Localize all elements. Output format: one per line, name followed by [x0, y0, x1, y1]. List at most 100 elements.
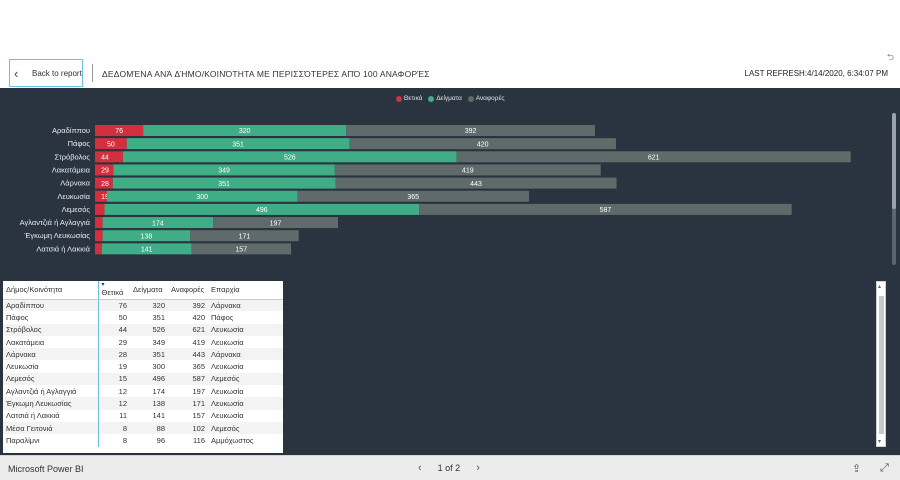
bar-segment[interactable] [95, 125, 144, 136]
scroll-down-icon[interactable]: ▾ [878, 439, 882, 445]
bar-segment[interactable] [95, 203, 105, 215]
data-label: 349 [218, 168, 230, 175]
bar-segment[interactable] [349, 138, 616, 150]
header-divider [92, 64, 93, 82]
bar-segment[interactable] [101, 243, 192, 255]
last-refresh: LAST REFRESH:4/14/2020, 6:34:07 PM [744, 69, 888, 78]
bar-segment[interactable] [143, 125, 347, 136]
page-navigator: ‹ 1 of 2 › [412, 462, 486, 474]
cell-district: Λάρνακα [208, 299, 283, 312]
cell-samples: 300 [152, 362, 165, 372]
cell-samples: 96 [156, 435, 165, 445]
table-scrollbar-thumb[interactable] [879, 296, 884, 434]
data-label: 621 [648, 155, 660, 162]
table-row[interactable]: Αραδίππου 76 320 392 Λάρνακα [3, 299, 283, 312]
bar-segment[interactable] [335, 177, 617, 189]
focus-mode-icon[interactable]: ⮌ [886, 52, 894, 62]
table-row[interactable]: Στρόβολος 44 526 621 Λευκωσία [3, 323, 283, 336]
share-icon[interactable]: ⇪ [852, 463, 862, 475]
bar-segment[interactable] [95, 217, 103, 229]
chart-scrollbar-thumb[interactable] [892, 113, 896, 209]
bar-segment[interactable] [102, 217, 214, 229]
bar-segment[interactable] [113, 164, 335, 176]
legend-dot [467, 95, 474, 102]
column-header-district[interactable]: Επαρχία [208, 281, 283, 300]
cell-positive: 12 [118, 386, 127, 396]
cell-district: Αμμόχωστος [211, 435, 254, 445]
data-label: 365 [407, 194, 419, 201]
data-label: 76 [115, 128, 123, 135]
cell-samples: 320 [130, 299, 168, 312]
bar-segment[interactable] [104, 203, 420, 215]
data-label: 587 [600, 207, 612, 214]
scroll-up-icon[interactable]: ▴ [878, 284, 882, 290]
data-label: 351 [218, 181, 230, 188]
cell-district: Λάρνακα [208, 348, 283, 361]
bar-segment[interactable] [419, 203, 792, 215]
cell-reports: 365 [192, 362, 205, 372]
back-to-report-button[interactable]: ‹ Back to report [9, 59, 83, 87]
cell-municipality: Αραδίππου [3, 299, 99, 312]
cell-district: Λεμεσός [208, 372, 283, 386]
cell-samples: 141 [152, 411, 165, 421]
bar-segment[interactable] [107, 190, 298, 202]
table-row[interactable]: Παραλίμνι 8 96 116 Αμμόχωστος [3, 434, 283, 447]
data-label: 157 [235, 247, 247, 254]
bar-segment[interactable] [95, 190, 108, 202]
table-scrollbar[interactable]: ▴ ▾ [876, 281, 886, 447]
bar-segment[interactable] [297, 190, 529, 202]
bar-segment[interactable] [126, 138, 350, 150]
table-row[interactable]: Λευκωσία 19 300 365 Λευκωσία [3, 360, 283, 373]
table-row[interactable]: Μέσα Γειτονιά 8 88 102 Λεμεσός [3, 421, 283, 435]
cell-reports: 116 [193, 435, 205, 445]
bar-segment[interactable] [95, 164, 114, 176]
bar-segment[interactable] [334, 164, 601, 176]
page-indicator: 1 of 2 [437, 463, 461, 473]
legend-dot [428, 95, 435, 102]
category-label: Αραδίππου [52, 126, 90, 135]
bar-segment[interactable] [191, 243, 292, 255]
table-row[interactable]: Λεμεσός 15 496 587 Λεμεσός [3, 372, 283, 386]
bar-segment[interactable] [95, 151, 123, 163]
cell-reports: 621 [168, 323, 208, 336]
bar-segment[interactable] [102, 230, 191, 242]
cell-district: Λεμεσός [208, 421, 283, 435]
cell-positive: 19 [118, 362, 127, 372]
table-row[interactable]: Λάρνακα 28 351 443 Λάρνακα [3, 348, 283, 361]
cell-samples: 526 [130, 323, 168, 336]
expand-icon[interactable]: ⤢ [880, 462, 889, 474]
bar-segment[interactable] [95, 177, 113, 189]
table-row[interactable]: Λατσιά ή Λακκιά 11 141 157 Λευκωσία [3, 409, 283, 422]
legend-label: Δείγματα [436, 95, 462, 102]
bar-segment[interactable] [122, 151, 457, 163]
bar-segment[interactable] [346, 125, 595, 136]
previous-page-icon[interactable]: ‹ [418, 462, 422, 474]
column-header-samples[interactable]: Δείγματα [130, 281, 168, 300]
column-header-municipality[interactable]: Δήμος/Κοινότητα [3, 281, 99, 300]
cell-reports: 197 [192, 386, 205, 396]
cell-municipality: Πάφος [3, 311, 99, 324]
table-row[interactable]: Λακατάμεια 29 349 419 Λευκωσία [3, 335, 283, 349]
legend-item-samples[interactable]: Δείγματα [428, 95, 462, 102]
bar-segment[interactable] [112, 177, 336, 189]
bar-segment[interactable] [95, 138, 127, 150]
page-title: ΔΕΔΟΜΈΝΑ ΑΝΆ ΔΉΜΟ/ΚΟΙΝΌΤΗΤΑ ΜΕ ΠΕΡΙΣΣΌΤΕ… [102, 69, 430, 79]
column-header-positive[interactable]: ▾ Θετικά [98, 281, 130, 300]
bar-segment[interactable] [213, 217, 339, 229]
column-header-reports[interactable]: Αναφορές [168, 281, 208, 300]
table-row[interactable]: Πάφος 50 351 420 Πάφος [3, 311, 283, 324]
bar-segment[interactable] [456, 151, 851, 163]
cell-positive: 50 [118, 312, 127, 322]
cell-municipality: Λατσιά ή Λακκιά [3, 409, 99, 422]
table-row[interactable]: Έγκωμη Λευκωσίας 12 138 171 Λευκωσία [3, 397, 283, 410]
bar-segment[interactable] [190, 230, 299, 242]
next-page-icon[interactable]: › [476, 462, 480, 474]
bar-segment[interactable] [95, 230, 103, 242]
chart-scrollbar[interactable] [892, 113, 896, 265]
legend-item-reports[interactable]: Αναφορές [467, 95, 505, 102]
data-label: 44 [101, 155, 109, 162]
table-row[interactable]: Αγλαντζιά ή Αγλαγγιά 12 174 197 Λευκωσία [3, 385, 283, 398]
bar-segment[interactable] [95, 243, 102, 255]
cell-samples: 496 [130, 372, 168, 386]
legend-item-positive[interactable]: Θετικά [395, 95, 422, 102]
